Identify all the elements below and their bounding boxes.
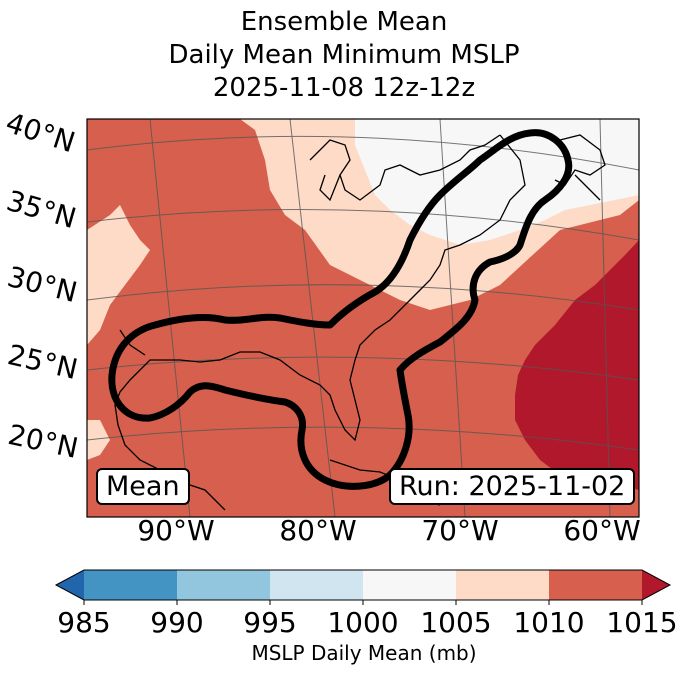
map-panel (87, 119, 639, 517)
map-frame (86, 118, 640, 518)
colorbar-tick-985: 985 (57, 606, 111, 639)
colorbar-segment-4 (363, 570, 456, 600)
lon-label-60w: 60°W (563, 514, 641, 547)
colorbar-extend-high (642, 570, 670, 600)
mslp-field-southwest-light (87, 420, 110, 460)
colorbar-extend-low (56, 570, 84, 600)
mean-contour (108, 129, 573, 490)
colorbar-segment-2 (177, 570, 270, 600)
title-line-1: Ensemble Mean (240, 7, 448, 37)
colorbar-segment-6 (549, 570, 642, 600)
colorbar-tick-1010: 1010 (513, 606, 585, 639)
colorbar (54, 569, 672, 605)
lon-label-80w: 80°W (279, 514, 357, 547)
lon-label-70w: 70°W (421, 514, 499, 547)
mean-box: Mean (96, 468, 190, 505)
colorbar-tick-1000: 1000 (327, 606, 399, 639)
title-line-3: 2025-11-08 12z-12z (212, 73, 476, 103)
colorbar-label: MSLP Daily Mean (mb) (251, 641, 477, 665)
lon-label-90w: 90°W (137, 514, 215, 547)
colorbar-segment-3 (270, 570, 363, 600)
graticule (87, 119, 639, 517)
colorbar-tick-995: 995 (243, 606, 297, 639)
colorbar-segment-1 (84, 570, 177, 600)
title-line-2: Daily Mean Minimum MSLP (168, 40, 520, 70)
colorbar-tick-1015: 1015 (606, 606, 678, 639)
run-date-box: Run: 2025-11-02 (389, 468, 636, 505)
colorbar-tick-1005: 1005 (420, 606, 492, 639)
mslp-field-west-light (87, 205, 150, 345)
colorbar-tick-990: 990 (150, 606, 204, 639)
colorbar-segment-5 (456, 570, 549, 600)
